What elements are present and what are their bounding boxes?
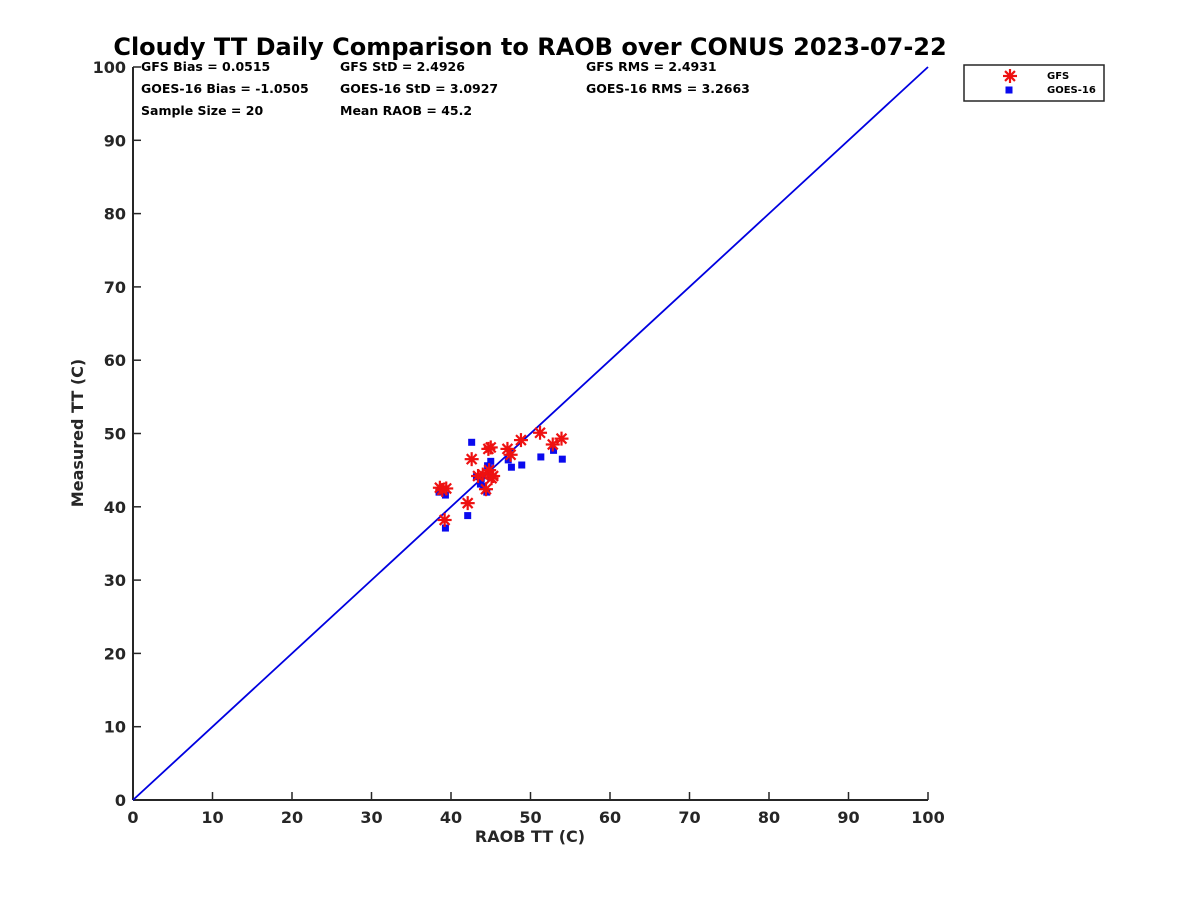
x-tick-label: 80: [758, 808, 780, 827]
stat-sample-size: Sample Size = 20: [141, 103, 263, 118]
stat-goes-rms: GOES-16 RMS = 3.2663: [586, 81, 750, 96]
gfs-point: [437, 512, 452, 527]
stat-gfs-std: GFS StD = 2.4926: [340, 59, 465, 74]
goes16-point: [441, 524, 449, 532]
x-tick-label: 100: [911, 808, 944, 827]
legend-gfs-symbol: [1003, 69, 1017, 83]
goes16-point: [487, 457, 495, 465]
y-tick-label: 20: [104, 644, 126, 663]
legend: GFS GOES-16: [963, 64, 1105, 102]
gfs-point: [478, 482, 493, 497]
gfs-point: [503, 447, 518, 462]
stat-goes-std: GOES-16 StD = 3.0927: [340, 81, 498, 96]
y-tick-label: 80: [104, 205, 126, 224]
y-tick-label: 10: [104, 718, 126, 737]
x-tick-label: 70: [678, 808, 700, 827]
goes16-point: [484, 462, 492, 470]
y-tick-label: 60: [104, 351, 126, 370]
y-axis-label: Measured TT (C): [68, 359, 87, 507]
stats-block: GFS Bias = 0.0515 GFS StD = 2.4926 GFS R…: [141, 59, 750, 118]
goes16-point: [558, 455, 566, 463]
x-tick-label: 90: [837, 808, 859, 827]
x-tick-label: 50: [519, 808, 541, 827]
reference-line: [132, 66, 929, 801]
gfs-point: [486, 469, 501, 484]
data-points: [432, 425, 569, 532]
goes16-point: [468, 438, 476, 446]
x-axis-label: RAOB TT (C): [475, 827, 585, 846]
x-tick-label: 20: [281, 808, 303, 827]
y-tick-label: 90: [104, 131, 126, 150]
gfs-point: [533, 425, 548, 440]
stat-gfs-bias: GFS Bias = 0.0515: [141, 59, 270, 74]
y-tick-label: 70: [104, 278, 126, 297]
y-tick-labels: 0 10 20 30 40 50 60 70 80 90 100: [93, 58, 126, 810]
y-tick-label: 0: [115, 791, 126, 810]
gfs-point: [483, 440, 498, 455]
gfs-point: [464, 452, 479, 467]
x-tick-label: 10: [201, 808, 223, 827]
x-tick-label: 30: [360, 808, 382, 827]
legend-goes16-symbol: [1005, 86, 1013, 94]
goes16-point: [537, 453, 545, 461]
gfs-point: [460, 496, 475, 511]
legend-goes16-marker: [1005, 86, 1013, 94]
goes16-point: [507, 463, 515, 471]
legend-gfs-marker: [1003, 69, 1017, 83]
gfs-point: [435, 482, 450, 497]
legend-goes16-label: GOES-16: [1047, 85, 1096, 96]
y-tick-label: 100: [93, 58, 126, 77]
x-tick-label: 40: [440, 808, 462, 827]
goes16-point: [504, 456, 512, 464]
stat-mean-raob: Mean RAOB = 45.2: [340, 103, 472, 118]
goes16-point: [464, 512, 472, 520]
y-tick-label: 50: [104, 425, 126, 444]
stat-gfs-rms: GFS RMS = 2.4931: [586, 59, 717, 74]
goes16-point: [518, 461, 526, 469]
one-to-one-line: [132, 66, 929, 801]
y-tick-label: 30: [104, 571, 126, 590]
chart-title: Cloudy TT Daily Comparison to RAOB over …: [113, 33, 946, 61]
gfs-point: [554, 431, 569, 446]
x-tick-label: 60: [599, 808, 621, 827]
x-tick-label: 0: [127, 808, 138, 827]
gfs-point: [545, 437, 560, 452]
y-tick-label: 40: [104, 498, 126, 517]
legend-box: [963, 64, 1105, 102]
plot-axes: [132, 66, 929, 801]
stat-goes-bias: GOES-16 Bias = -1.0505: [141, 81, 309, 96]
gfs-point: [513, 433, 528, 448]
legend-gfs-label: GFS: [1047, 71, 1069, 82]
x-tick-labels: 0 10 20 30 40 50 60 70 80 90 100: [127, 808, 944, 827]
